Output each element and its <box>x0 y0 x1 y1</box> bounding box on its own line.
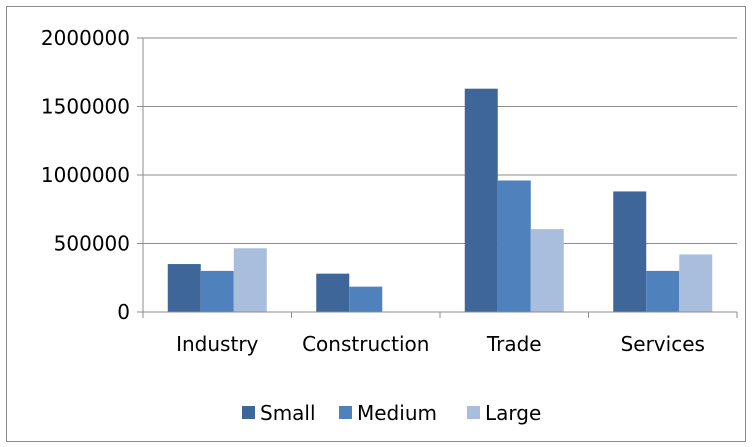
x-tick-label: Industry <box>176 332 258 356</box>
bar-medium-industry <box>200 270 234 312</box>
y-tick-label: 1500000 <box>41 95 130 119</box>
y-tick-label: 0 <box>117 300 130 324</box>
bar-medium-services <box>646 270 680 312</box>
x-tick-label: Services <box>621 332 705 356</box>
x-tick-label: Construction <box>302 332 429 356</box>
x-tick-label: Trade <box>486 332 542 356</box>
bar-small-services <box>613 191 647 312</box>
legend-swatch-medium <box>339 406 352 419</box>
y-tick-label: 1000000 <box>41 163 130 187</box>
legend-swatch-large <box>467 406 480 419</box>
bar-small-construction <box>316 273 350 312</box>
bar-large-industry <box>233 248 267 312</box>
legend-label-small: Small <box>260 401 316 425</box>
legend-label-medium: Medium <box>357 401 437 425</box>
bar-small-trade <box>464 88 498 312</box>
bar-medium-construction <box>349 286 383 312</box>
y-tick-label: 500000 <box>54 232 130 256</box>
legend-label-large: Large <box>485 401 541 425</box>
bar-large-services <box>679 254 713 312</box>
legend-swatch-small <box>242 406 255 419</box>
bar-small-industry <box>167 264 201 312</box>
y-tick-label: 2000000 <box>41 26 130 50</box>
bar-medium-trade <box>497 180 531 312</box>
bar-large-trade <box>530 229 564 312</box>
